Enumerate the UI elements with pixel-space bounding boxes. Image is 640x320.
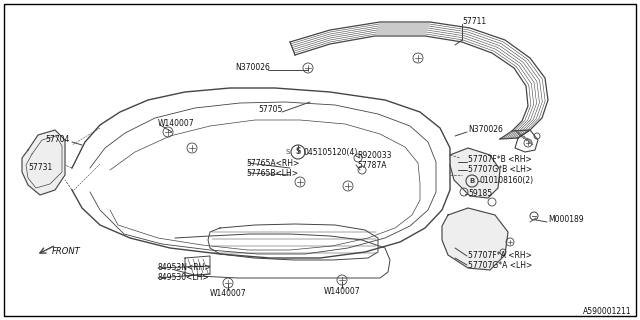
Text: 57707G*A <LH>: 57707G*A <LH>	[468, 260, 532, 269]
Text: 045105120(4): 045105120(4)	[304, 148, 358, 156]
Text: 57765B<LH>: 57765B<LH>	[246, 169, 298, 178]
Text: W140007: W140007	[158, 119, 195, 129]
Polygon shape	[450, 148, 500, 198]
Text: 84953N<RH>: 84953N<RH>	[158, 263, 212, 273]
Text: 57707F*B <RH>: 57707F*B <RH>	[468, 156, 532, 164]
Text: R920033: R920033	[357, 150, 392, 159]
Text: N370026: N370026	[235, 63, 270, 73]
Text: B: B	[469, 178, 475, 184]
Text: 57707F*A <RH>: 57707F*A <RH>	[468, 251, 532, 260]
Text: S: S	[286, 149, 290, 155]
Text: W140007: W140007	[324, 287, 360, 297]
Polygon shape	[442, 208, 508, 270]
Text: 57704: 57704	[45, 135, 70, 145]
Text: 57731: 57731	[28, 164, 52, 172]
Text: W140007: W140007	[210, 290, 246, 299]
Text: 010108160(2): 010108160(2)	[480, 177, 534, 186]
Text: 57711: 57711	[462, 18, 486, 27]
Text: A590001211: A590001211	[584, 308, 632, 316]
Text: 57765A<RH>: 57765A<RH>	[246, 158, 300, 167]
Text: 57787A: 57787A	[357, 161, 387, 170]
Text: 849530<LH>: 849530<LH>	[158, 274, 210, 283]
Text: FRONT: FRONT	[52, 247, 81, 257]
Polygon shape	[22, 130, 65, 195]
Text: M000189: M000189	[548, 215, 584, 225]
Text: N370026: N370026	[468, 125, 503, 134]
Text: S: S	[295, 148, 301, 156]
Text: 57707G*B <LH>: 57707G*B <LH>	[468, 165, 532, 174]
Text: 57705: 57705	[259, 106, 283, 115]
Text: 59185: 59185	[468, 188, 492, 197]
